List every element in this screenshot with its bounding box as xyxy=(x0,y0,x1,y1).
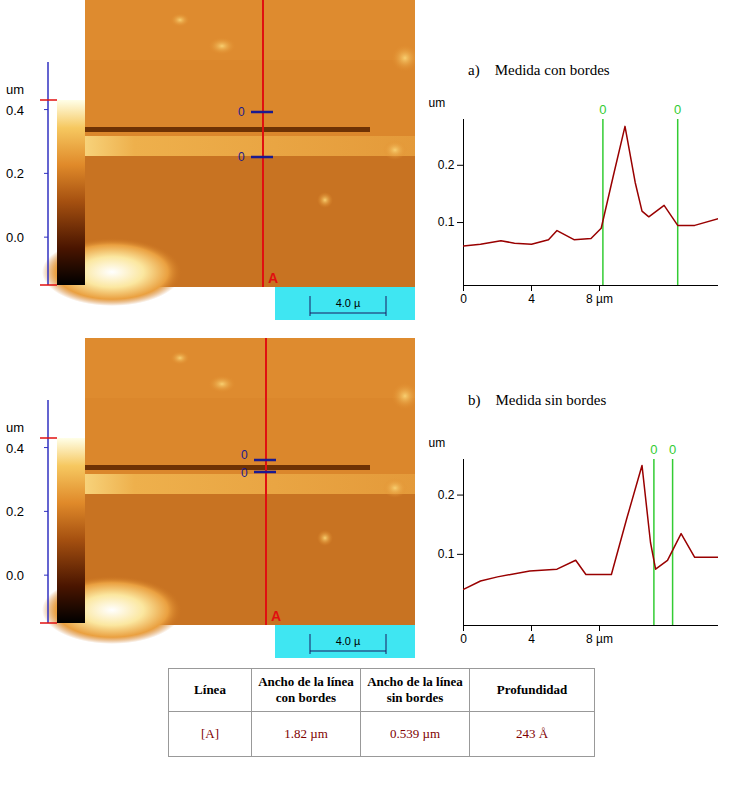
svg-text:0.4: 0.4 xyxy=(6,441,24,456)
svg-text:0: 0 xyxy=(238,105,245,119)
svg-text:4: 4 xyxy=(528,292,535,306)
svg-text:0: 0 xyxy=(241,466,248,480)
svg-text:0: 0 xyxy=(460,292,467,306)
svg-text:A: A xyxy=(271,608,281,624)
svg-text:um: um xyxy=(6,82,24,97)
html-text:b) Medida sin bordes: b) Medida sin bordes xyxy=(468,392,607,408)
svg-text:um: um xyxy=(6,420,24,435)
html-text:0.539 µm: 0.539 µm xyxy=(389,726,440,741)
svg-text:0.0: 0.0 xyxy=(6,568,24,583)
svg-text:0.2: 0.2 xyxy=(6,504,24,519)
svg-text:0: 0 xyxy=(460,632,467,646)
html-text:a) Medida con bordes: a) Medida con bordes xyxy=(468,62,610,78)
html-text:Ancho de la línea con bordes: Ancho de la línea con bordes xyxy=(258,674,354,705)
svg-text:4: 4 xyxy=(528,632,535,646)
svg-text:A: A xyxy=(268,270,278,286)
svg-text:0.2: 0.2 xyxy=(6,166,24,181)
svg-text:um: um xyxy=(429,96,446,110)
svg-text:0: 0 xyxy=(599,102,606,117)
html-text:1.82 µm: 1.82 µm xyxy=(284,726,328,741)
html-text:243 Å: 243 Å xyxy=(515,726,549,741)
svg-text:0.1: 0.1 xyxy=(438,215,455,229)
svg-text:0: 0 xyxy=(650,442,657,457)
svg-text:0: 0 xyxy=(238,150,245,164)
svg-text:0: 0 xyxy=(241,448,248,462)
html-text:Profundidad: Profundidad xyxy=(496,682,568,697)
svg-text:8 µm: 8 µm xyxy=(586,292,613,306)
svg-text:0.1: 0.1 xyxy=(438,547,455,561)
svg-text:0.0: 0.0 xyxy=(6,230,24,245)
svg-text:0.4: 0.4 xyxy=(6,103,24,118)
svg-text:um: um xyxy=(429,436,446,450)
svg-text:0.2: 0.2 xyxy=(438,158,455,172)
html-text:Línea: Línea xyxy=(194,682,226,697)
svg-text:0: 0 xyxy=(669,442,676,457)
svg-text:4.0 µ: 4.0 µ xyxy=(336,297,361,309)
html-text:Ancho de la línea sin bordes: Ancho de la línea sin bordes xyxy=(367,674,463,705)
svg-text:8 µm: 8 µm xyxy=(586,632,613,646)
svg-text:0.2: 0.2 xyxy=(438,488,455,502)
svg-text:4.0 µ: 4.0 µ xyxy=(336,635,361,647)
html-text:[A]: [A] xyxy=(201,726,219,741)
svg-text:0: 0 xyxy=(674,102,681,117)
